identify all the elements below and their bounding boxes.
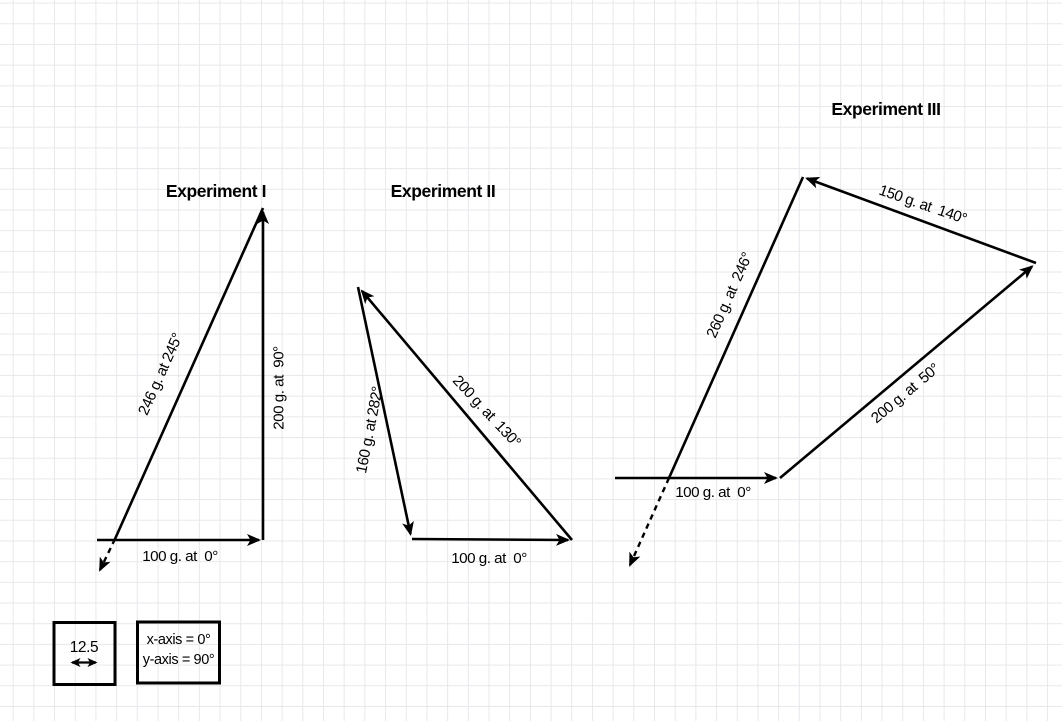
axis-reference-box: x-axis = 0° y-axis = 90° bbox=[136, 620, 221, 685]
scale-box: 12.5 bbox=[52, 621, 117, 686]
exp1-vector-200g-label: 200 g. at 90° bbox=[270, 346, 287, 430]
exp3-vector-200g-line bbox=[779, 265, 1034, 479]
exp2-vector-100g-line bbox=[411, 533, 570, 546]
exp1-vector-246g-dashed-tail bbox=[98, 538, 117, 572]
exp1-vector-246g-line bbox=[113, 207, 265, 540]
axis-note-line2: y-axis = 90° bbox=[143, 652, 215, 668]
exp2-vector-160g-label: 160 g. at 282° bbox=[353, 385, 387, 475]
axis-reference-box-border bbox=[136, 620, 221, 685]
exp3-vector-260g-line bbox=[667, 176, 805, 479]
experiment-2-diagram: Experiment II 100 g. at 0° 200 g. at 130… bbox=[353, 181, 573, 567]
scale-value: 12.5 bbox=[70, 639, 99, 656]
exp1-vector-100g-label: 100 g. at 0° bbox=[142, 548, 218, 565]
exp1-vector-246g-label: 246 g. at 245° bbox=[135, 330, 186, 417]
exp2-vector-160g-line bbox=[356, 286, 414, 536]
exp3-vector-260g-dashed-tail bbox=[628, 477, 671, 567]
experiment-1-diagram: Experiment I 100 g. at 0° 200 g. at 90° … bbox=[97, 181, 287, 572]
exp2-vector-200g-line bbox=[360, 289, 573, 541]
exp3-vector-260g-label: 260 g. at 246° bbox=[703, 250, 756, 341]
exp2-vector-100g-label: 100 g. at 0° bbox=[451, 550, 527, 567]
exp2-title: Experiment II bbox=[391, 181, 496, 201]
exp3-title: Experiment III bbox=[831, 99, 940, 119]
exp1-title: Experiment I bbox=[166, 181, 266, 201]
exp3-vector-150g-line bbox=[805, 177, 1037, 265]
axis-note-line1: x-axis = 0° bbox=[147, 632, 211, 648]
exp3-vector-100g-label: 100 g. at 0° bbox=[675, 484, 751, 501]
experiment-3-diagram: Experiment III 100 g. at 0° 200 g. at 50… bbox=[615, 99, 1037, 567]
scale-box-border bbox=[52, 621, 117, 686]
